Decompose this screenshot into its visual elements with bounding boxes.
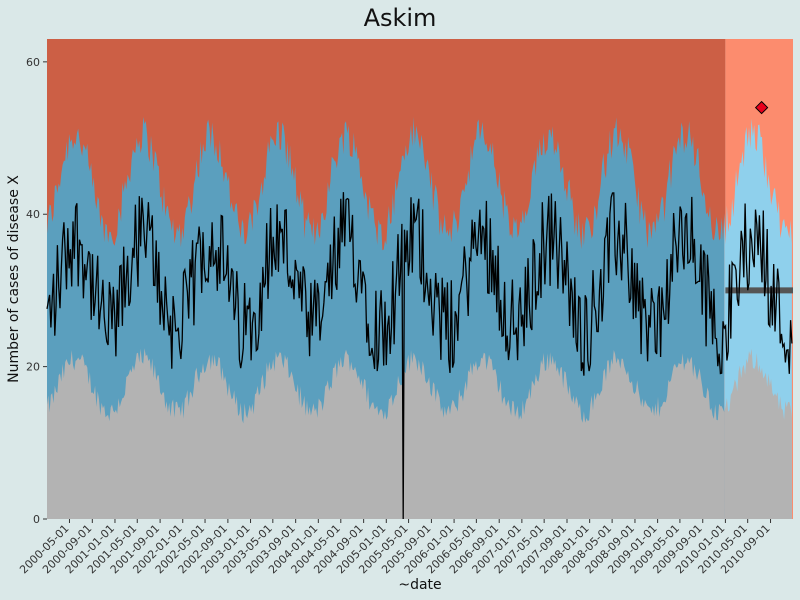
chart-title: Askim [363,4,437,32]
series-line [46,192,793,520]
current-low-band [724,348,792,519]
y-tick-label: 0 [33,513,40,526]
highlighted-point [754,100,769,115]
y-tick-label: 60 [26,56,40,69]
y-tick-label: 20 [26,361,40,374]
x-axis-label: ~date [398,577,441,593]
y-tick-label: 40 [26,208,40,221]
baseline-low-band [47,348,725,519]
y-axis-label: Number of cases of disease X [6,175,22,383]
